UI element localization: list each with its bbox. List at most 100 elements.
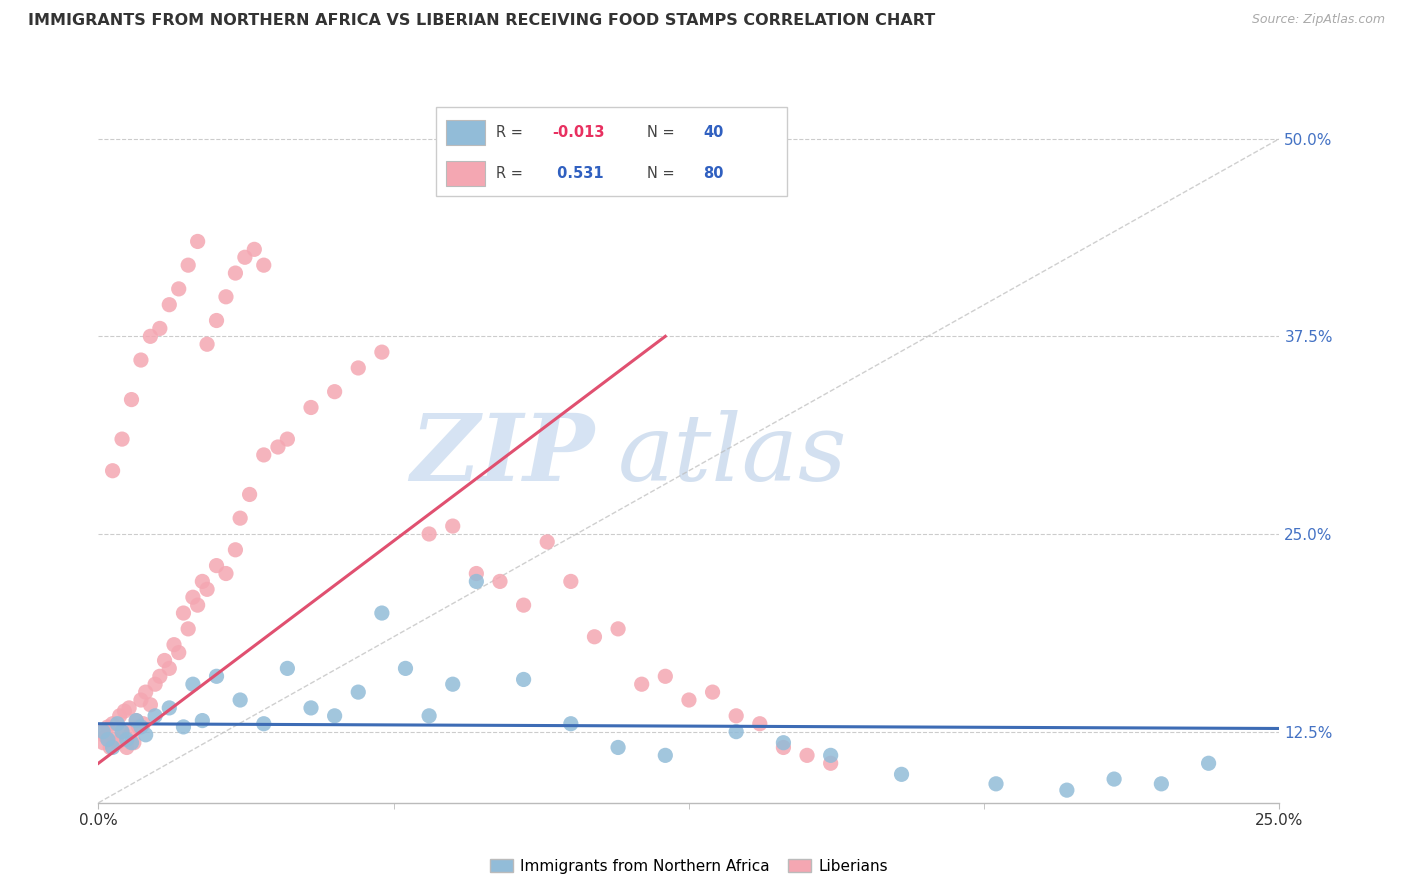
Point: [94, 730, 117, 744]
Point: [105, 716, 128, 731]
Point: [725, 724, 748, 739]
Point: [132, 716, 155, 731]
Point: [1198, 756, 1220, 771]
Point: [149, 669, 172, 683]
Point: [121, 736, 143, 750]
Text: 80: 80: [703, 166, 724, 180]
Point: [512, 673, 534, 687]
Point: [441, 677, 464, 691]
Point: [796, 748, 818, 763]
Point: [125, 714, 148, 728]
Point: [128, 720, 150, 734]
Point: [139, 698, 162, 712]
Point: [167, 646, 190, 660]
Point: [108, 708, 131, 723]
Point: [135, 728, 157, 742]
Point: [135, 685, 157, 699]
Point: [153, 653, 176, 667]
Point: [115, 740, 138, 755]
Point: [267, 440, 290, 454]
Point: [253, 258, 276, 272]
Point: [748, 716, 770, 731]
Point: [820, 748, 842, 763]
Point: [115, 732, 138, 747]
Point: [172, 606, 194, 620]
Point: [157, 661, 180, 675]
FancyBboxPatch shape: [447, 161, 485, 186]
Point: [172, 720, 194, 734]
Text: N =: N =: [647, 166, 679, 180]
Point: [149, 321, 172, 335]
Point: [177, 258, 200, 272]
Point: [101, 716, 124, 731]
Point: [229, 693, 252, 707]
Point: [181, 677, 204, 691]
FancyBboxPatch shape: [447, 120, 485, 145]
Point: [229, 511, 252, 525]
Text: R =: R =: [496, 125, 527, 139]
Point: [239, 487, 262, 501]
Point: [91, 724, 114, 739]
Point: [820, 756, 842, 771]
Point: [347, 685, 370, 699]
Point: [654, 669, 676, 683]
Point: [129, 693, 152, 707]
Point: [299, 401, 322, 415]
Point: [654, 748, 676, 763]
Point: [276, 432, 298, 446]
Point: [323, 708, 346, 723]
Point: [224, 542, 246, 557]
Point: [97, 732, 120, 747]
Legend: Immigrants from Northern Africa, Liberians: Immigrants from Northern Africa, Liberia…: [484, 853, 894, 880]
Point: [233, 250, 256, 264]
Point: [371, 606, 394, 620]
Point: [1102, 772, 1125, 786]
Point: [97, 720, 120, 734]
Point: [129, 353, 152, 368]
Point: [101, 464, 124, 478]
Point: [465, 566, 488, 581]
Point: [276, 661, 298, 675]
Point: [984, 777, 1007, 791]
Point: [163, 638, 186, 652]
Point: [111, 724, 134, 739]
Point: [143, 677, 166, 691]
Point: [465, 574, 488, 589]
Point: [121, 392, 143, 407]
Point: [205, 313, 228, 327]
Point: [1150, 777, 1173, 791]
Point: [371, 345, 394, 359]
Point: [90, 724, 112, 739]
Text: Source: ZipAtlas.com: Source: ZipAtlas.com: [1251, 13, 1385, 27]
Point: [104, 732, 127, 747]
Point: [253, 716, 276, 731]
Point: [112, 704, 135, 718]
Point: [121, 724, 143, 739]
Point: [583, 630, 606, 644]
Point: [118, 701, 141, 715]
Point: [125, 714, 148, 728]
Point: [323, 384, 346, 399]
Point: [772, 740, 794, 755]
Point: [347, 360, 370, 375]
Point: [772, 736, 794, 750]
Point: [630, 677, 652, 691]
Point: [418, 708, 440, 723]
Point: [111, 724, 134, 739]
Point: [725, 708, 748, 723]
Point: [157, 701, 180, 715]
Point: [607, 740, 630, 755]
Point: [205, 558, 228, 573]
Point: [177, 622, 200, 636]
Text: ZIP: ZIP: [411, 410, 595, 500]
Point: [702, 685, 724, 699]
Point: [129, 720, 152, 734]
Point: [143, 708, 166, 723]
Point: [111, 432, 134, 446]
Point: [195, 582, 218, 597]
Point: [253, 448, 276, 462]
Point: [205, 669, 228, 683]
Point: [167, 282, 190, 296]
Point: [512, 598, 534, 612]
Point: [299, 701, 322, 715]
